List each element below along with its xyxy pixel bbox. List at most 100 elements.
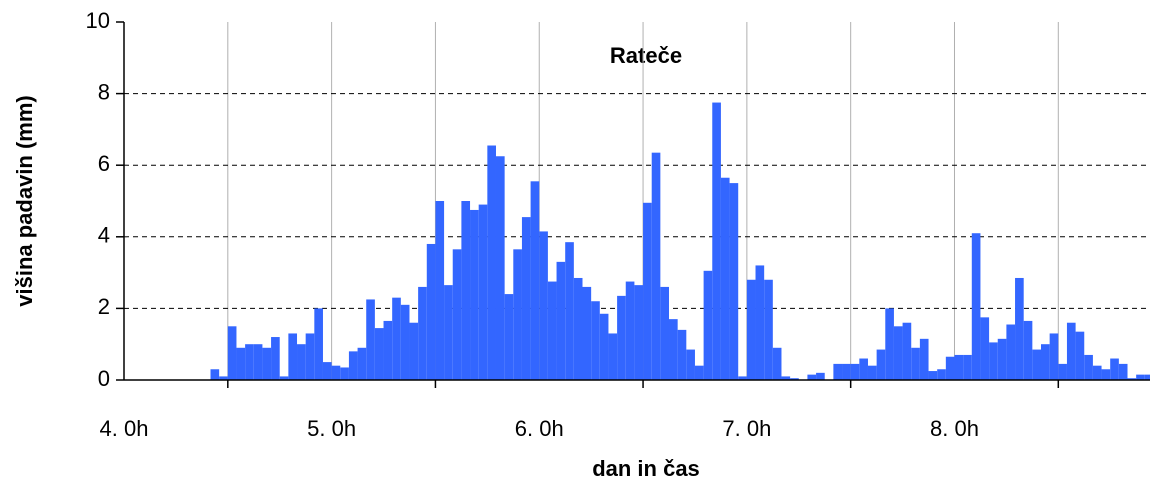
bar	[677, 329, 687, 380]
bar	[1084, 354, 1093, 380]
bar	[539, 231, 548, 380]
bar	[547, 281, 557, 380]
bar	[245, 344, 254, 380]
bar	[876, 349, 886, 380]
bar	[470, 209, 479, 380]
x-tick-label: 8. 0h	[930, 416, 979, 441]
bar	[790, 378, 799, 380]
bar	[1136, 374, 1145, 380]
bar	[452, 249, 462, 380]
bar	[885, 308, 894, 380]
bar	[720, 177, 730, 380]
bar	[210, 369, 220, 380]
bar	[738, 376, 747, 380]
bar	[928, 371, 938, 380]
bar	[599, 313, 609, 380]
bar	[755, 265, 765, 380]
bar	[573, 277, 583, 380]
y-tick-label: 6	[98, 151, 110, 176]
bar	[651, 152, 661, 380]
bar	[487, 145, 496, 380]
y-axis-title: višina padavin (mm)	[12, 95, 37, 307]
bar	[1032, 349, 1041, 380]
bar	[279, 376, 289, 380]
bar	[833, 363, 843, 380]
x-tick-label: 7. 0h	[722, 416, 771, 441]
bar	[911, 347, 920, 380]
bar	[1058, 363, 1067, 380]
bar	[902, 322, 912, 380]
bar	[867, 365, 877, 380]
bar	[1075, 331, 1085, 380]
bar	[781, 376, 791, 380]
bar	[1127, 378, 1137, 380]
bar	[340, 367, 349, 380]
bar	[1049, 333, 1059, 380]
bar	[634, 285, 644, 380]
bar	[322, 362, 332, 380]
bar	[694, 365, 704, 380]
chart-title: Rateče	[610, 43, 682, 68]
x-tick-label: 4. 0h	[100, 416, 149, 441]
bar	[945, 356, 955, 380]
bar	[374, 328, 384, 380]
bar	[703, 270, 713, 380]
bar	[617, 295, 626, 380]
bar	[807, 374, 817, 380]
bar	[893, 326, 903, 380]
bar	[530, 181, 540, 380]
bar	[591, 301, 600, 380]
bar	[1101, 369, 1111, 380]
bar	[288, 333, 298, 380]
bar	[1015, 277, 1024, 380]
x-tick-label: 6. 0h	[515, 416, 564, 441]
bar	[764, 279, 773, 380]
bar	[219, 376, 228, 380]
bar	[1023, 320, 1033, 380]
bar	[400, 304, 410, 380]
y-tick-label: 4	[98, 223, 110, 248]
bar	[850, 363, 860, 380]
bar	[513, 249, 522, 380]
bar	[712, 102, 721, 381]
bar	[1118, 363, 1128, 380]
bar	[954, 354, 964, 380]
bar	[357, 347, 367, 380]
bar	[383, 320, 393, 380]
bar	[1006, 324, 1016, 380]
bar	[660, 286, 670, 380]
x-axis-title: dan in čas	[592, 456, 700, 481]
bar	[392, 297, 401, 380]
bar	[262, 347, 272, 380]
bar	[297, 344, 306, 380]
bar	[227, 326, 237, 380]
bar	[772, 347, 782, 380]
bar	[686, 349, 695, 380]
bar	[842, 363, 851, 380]
bar	[980, 317, 990, 380]
bar	[643, 202, 652, 380]
bar	[565, 242, 574, 380]
bar	[478, 204, 488, 380]
bar	[1092, 365, 1102, 380]
bar	[989, 342, 998, 380]
bar	[997, 338, 1007, 380]
y-tick-label: 0	[98, 366, 110, 391]
bar	[1066, 322, 1076, 380]
bar	[729, 183, 739, 380]
x-tick-label: 5. 0h	[307, 416, 356, 441]
bar	[305, 333, 315, 380]
bar	[409, 322, 419, 380]
bar	[746, 279, 756, 380]
bar	[582, 286, 592, 380]
bar	[348, 351, 358, 380]
bar	[556, 261, 566, 380]
bar	[444, 285, 453, 380]
y-tick-label: 8	[98, 79, 110, 104]
bar	[426, 243, 436, 380]
bar	[435, 201, 445, 380]
bar	[937, 369, 946, 380]
bar	[1110, 358, 1119, 380]
bar	[1040, 344, 1050, 380]
